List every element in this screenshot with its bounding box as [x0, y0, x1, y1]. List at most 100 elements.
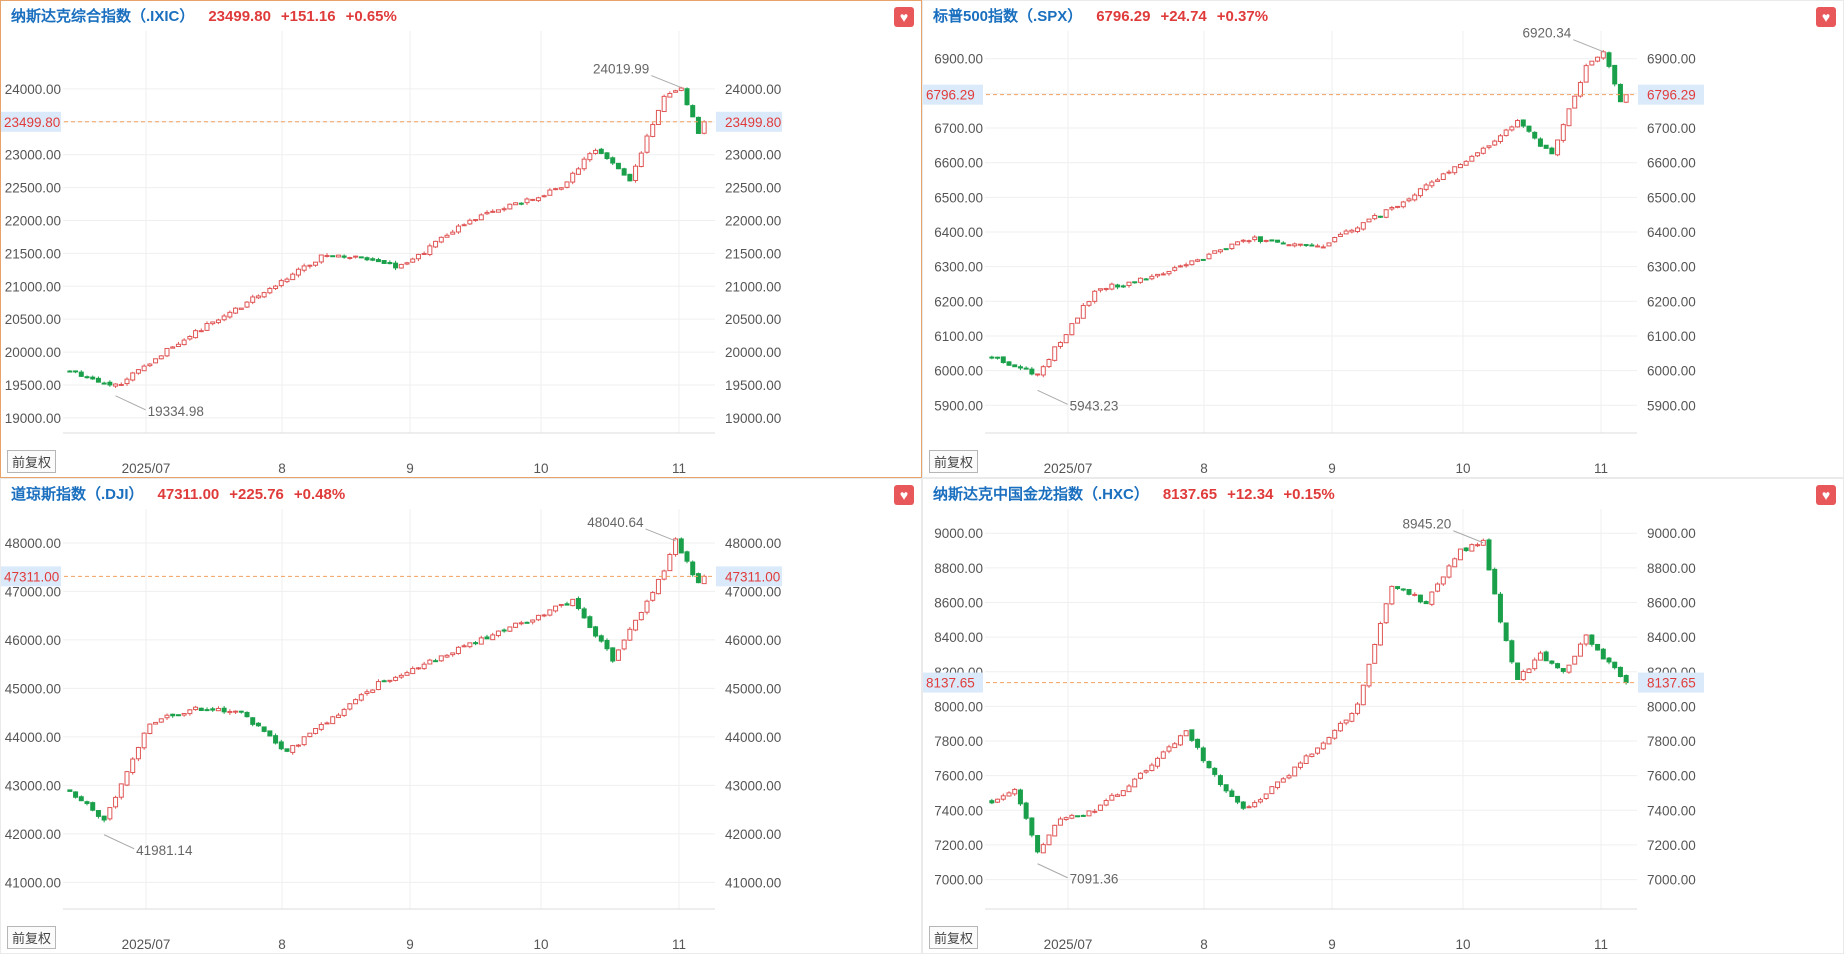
index-name[interactable]: 纳斯达克综合指数（.IXIC）: [11, 8, 195, 25]
candle-body: [1520, 119, 1526, 127]
candle-body: [518, 202, 524, 205]
candle-body: [638, 611, 644, 621]
candle-body: [295, 744, 301, 747]
candle-body: [1286, 775, 1292, 779]
candle-body: [1120, 790, 1126, 797]
candle-body: [1440, 576, 1446, 585]
candlestick-chart[interactable]: 24000.0024000.0023500.0023500.0023000.00…: [1, 1, 923, 479]
adjust-mode-button[interactable]: 前复权: [7, 926, 57, 949]
y-tick-label-left: 7400.00: [934, 803, 983, 818]
candle-body: [410, 258, 416, 263]
candle-body: [535, 614, 541, 621]
chart-panel-dji[interactable]: 道琼斯指数（.DJI） 47311.00 +225.76 +0.48% ♥ 48000…: [0, 478, 922, 954]
candle-body: [1000, 356, 1006, 363]
candle-body: [141, 732, 147, 749]
candle-body: [1023, 802, 1029, 819]
candle-body: [427, 245, 433, 255]
chart-panel-spx[interactable]: 标普500指数（.SPX） 6796.29 +24.74 +0.37% ♥ 6900.…: [922, 0, 1844, 478]
candle-body: [661, 95, 667, 113]
candle-body: [244, 711, 250, 718]
heart-icon[interactable]: ♥: [1816, 485, 1836, 505]
candle-body: [598, 635, 604, 642]
candle-body: [1189, 260, 1195, 266]
candlestick-chart[interactable]: 9000.00 9000.00 8800.00 8800.00 8600.00 8600.…: [923, 479, 1844, 955]
candle-body: [1395, 586, 1401, 589]
candle-body: [1446, 565, 1452, 578]
y-tick-label-right: 20500.00: [725, 312, 781, 327]
candle-body: [278, 741, 284, 750]
index-name[interactable]: 道琼斯指数（.DJI）: [11, 486, 144, 503]
candle-body: [1475, 152, 1481, 157]
candle-body: [1423, 184, 1429, 190]
candle-body: [1366, 663, 1372, 687]
candle-body: [1109, 794, 1115, 801]
candle-body: [627, 628, 633, 641]
candle-body: [107, 807, 113, 820]
candle-body: [347, 257, 353, 260]
candle-body: [501, 208, 507, 211]
y-tick-label-left: 8000.00: [934, 699, 983, 714]
x-tick-label: 8: [1200, 937, 1208, 952]
candle-body: [598, 148, 604, 154]
current-price-label-left: 6796.29: [926, 88, 975, 103]
chart-panel-hxc[interactable]: 纳斯达克中国金龙指数（.HXC） 8137.65 +12.34 +0.15% ♥ 90…: [922, 478, 1844, 954]
y-tick-label-left: 24000.00: [5, 82, 61, 97]
candle-body: [238, 710, 244, 713]
heart-icon[interactable]: ♥: [1816, 7, 1836, 27]
candle-body: [1172, 743, 1178, 749]
candle-body: [1092, 810, 1098, 813]
candle-body: [461, 224, 467, 227]
candle-body: [507, 203, 513, 210]
adjust-mode-button[interactable]: 前复权: [929, 450, 979, 473]
candle-body: [507, 626, 513, 632]
low-leader-line: [103, 834, 135, 850]
candle-body: [684, 551, 690, 562]
y-tick-label-left: 8400.00: [934, 630, 983, 645]
chart-panel-ixic[interactable]: 纳斯达克综合指数（.IXIC） 23499.80 +151.16 +0.65% ♥ 2…: [0, 0, 922, 478]
current-price-tag-left: [923, 84, 983, 105]
y-tick-label-right: 9000.00: [1647, 526, 1696, 541]
candle-body: [221, 707, 227, 713]
candle-body: [1189, 729, 1195, 741]
candle-body: [1143, 770, 1149, 773]
y-tick-label-left: 9000.00: [934, 526, 983, 541]
candle-body: [284, 278, 290, 283]
candle-body: [227, 710, 233, 714]
candlestick-chart[interactable]: 48000.00 48000.00 47000.00 47000.00 46000.00…: [1, 479, 923, 955]
candle-body: [1423, 601, 1429, 605]
adjust-mode-button[interactable]: 前复权: [7, 450, 57, 473]
candle-body: [484, 211, 490, 215]
candle-body: [1109, 283, 1115, 290]
candle-body: [1080, 814, 1086, 817]
candle-body: [290, 273, 296, 281]
index-change-pct: +0.65%: [345, 8, 397, 25]
candle-body: [1006, 361, 1012, 366]
low-value-label: 7091.36: [1070, 872, 1119, 887]
candle-body: [1617, 666, 1623, 678]
candle-body: [621, 168, 627, 176]
y-tick-label-right: 47000.00: [725, 584, 781, 599]
heart-icon[interactable]: ♥: [894, 7, 914, 27]
index-name[interactable]: 纳斯达克中国金龙指数（.HXC）: [933, 486, 1149, 503]
candle-body: [370, 258, 376, 261]
candle-body: [1337, 722, 1343, 732]
candle-body: [1035, 373, 1041, 376]
candle-body: [295, 268, 301, 276]
candle-body: [1515, 662, 1521, 680]
candle-body: [318, 723, 324, 730]
heart-icon[interactable]: ♥: [894, 485, 914, 505]
candle-body: [421, 663, 427, 670]
candle-body: [1400, 201, 1406, 208]
candlestick-chart[interactable]: 6900.006900.006800.006800.006700.006700.…: [923, 1, 1844, 479]
candle-body: [1183, 264, 1189, 267]
y-tick-label-right: 42000.00: [725, 827, 781, 842]
candle-body: [375, 259, 381, 263]
candle-body: [1566, 664, 1572, 673]
index-name[interactable]: 标普500指数（.SPX）: [933, 8, 1083, 25]
y-tick-label-left: 48000.00: [5, 536, 61, 551]
candle-body: [370, 689, 376, 693]
adjust-mode-button[interactable]: 前复权: [929, 926, 979, 949]
candle-body: [1280, 242, 1286, 245]
candle-body: [1155, 757, 1161, 767]
